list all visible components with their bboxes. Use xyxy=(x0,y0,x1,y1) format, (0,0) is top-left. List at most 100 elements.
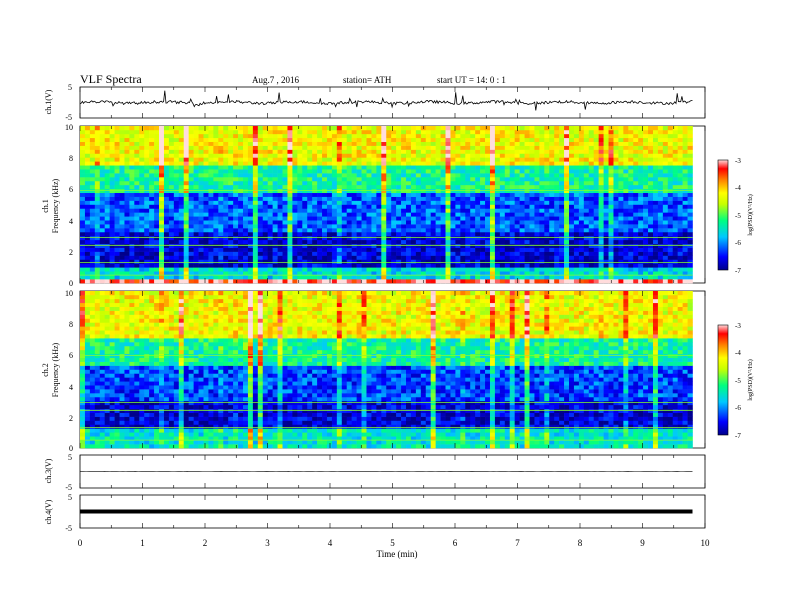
spectrogram-cell xyxy=(396,208,402,213)
spectrogram-cell xyxy=(292,239,298,245)
spectrogram-cell xyxy=(178,196,185,201)
spectrogram-cell xyxy=(504,279,511,284)
spectrogram-cell xyxy=(519,141,525,146)
spectrogram-cell xyxy=(346,200,352,205)
spectrogram-cell xyxy=(99,259,105,264)
spectrogram-cell xyxy=(198,279,204,284)
spectrogram-cell xyxy=(618,133,624,139)
spectrogram-cell xyxy=(554,200,560,205)
spectrogram-cell xyxy=(381,208,387,213)
spectrogram-cell xyxy=(341,133,348,139)
spectrogram-cell xyxy=(193,204,199,209)
spectrogram-cell xyxy=(583,145,590,150)
spectrogram-cell xyxy=(84,169,91,174)
spectrogram-cell xyxy=(524,263,530,268)
spectrogram-cell xyxy=(593,133,599,139)
spectrogram-cell xyxy=(440,157,446,162)
spectrogram-cell xyxy=(465,157,471,162)
spectrogram-cell xyxy=(272,192,278,197)
spectrogram-cell xyxy=(524,247,530,252)
spectrogram-cell xyxy=(475,224,481,229)
spectrogram-cell xyxy=(415,239,422,245)
spectrogram-cell xyxy=(509,153,515,158)
spectrogram-cell xyxy=(99,169,105,174)
spectrogram-cell xyxy=(415,235,422,241)
spectrogram-cell xyxy=(578,235,585,241)
spectrogram-cell xyxy=(682,224,688,229)
spectrogram-cell xyxy=(173,275,180,280)
spectrogram-cell xyxy=(104,216,110,221)
spectrogram-cell xyxy=(326,196,333,201)
spectrogram-cell xyxy=(277,228,283,233)
spectrogram-cell xyxy=(183,192,189,197)
spectrogram-cell xyxy=(228,208,234,213)
spectrogram-cell xyxy=(302,196,308,201)
spectrogram-cell xyxy=(672,251,678,256)
spectrogram-cell xyxy=(282,180,288,186)
spectrogram-cell xyxy=(445,247,451,252)
spectrogram-cell xyxy=(183,200,189,205)
spectrogram-cell xyxy=(376,247,382,252)
spectrogram-cell xyxy=(598,145,604,150)
spectrogram-cell xyxy=(534,255,540,260)
spectrogram-cell xyxy=(233,137,239,142)
spectrogram-cell xyxy=(544,204,550,209)
spectrogram-cell xyxy=(628,153,634,158)
spectrogram-cell xyxy=(233,173,239,178)
ch1-cbtick-m3: -3 xyxy=(735,157,741,165)
spectrogram-cell xyxy=(657,200,664,205)
spectrogram-cell xyxy=(89,243,96,248)
spectrogram-cell xyxy=(376,275,382,280)
spectrogram-cell xyxy=(465,184,471,190)
spectrogram-cell xyxy=(504,177,511,182)
spectrogram-cell xyxy=(257,192,264,197)
spectrogram-cell xyxy=(381,251,387,256)
spectrogram-cell xyxy=(139,153,145,158)
spectrogram-cell xyxy=(84,251,91,256)
spectrogram-cell xyxy=(445,271,451,276)
spectrogram-cell xyxy=(425,208,432,213)
spectrogram-cell xyxy=(366,247,372,252)
spectrogram-cell xyxy=(430,220,436,225)
spectrogram-cell xyxy=(149,149,155,154)
spectrogram-cell xyxy=(391,180,397,186)
spectrogram-cell xyxy=(499,129,506,135)
spectrogram-cell xyxy=(99,153,105,158)
spectrogram-cell xyxy=(243,133,249,139)
spectrogram-cell xyxy=(149,267,155,272)
spectrogram-cell xyxy=(499,141,506,146)
spectrogram-cell xyxy=(475,137,481,142)
spectrogram-cell xyxy=(134,228,140,233)
spectrogram-cell xyxy=(109,251,115,256)
spectrogram-cell xyxy=(247,169,254,174)
spectrogram-cell xyxy=(509,126,515,131)
spectrogram-cell xyxy=(455,157,461,162)
spectrogram-cell xyxy=(331,177,338,182)
spectrogram-cell xyxy=(272,129,278,135)
spectrogram-cell xyxy=(470,208,476,213)
spectrogram-cell xyxy=(677,231,683,237)
spectrogram-cell xyxy=(154,231,160,237)
spectrogram-cell xyxy=(420,247,427,252)
spectrogram-cell xyxy=(450,212,456,217)
spectrogram-cell xyxy=(317,157,323,162)
spectrogram-cell xyxy=(588,263,595,268)
spectrogram-cell xyxy=(99,192,105,197)
spectrogram-cell xyxy=(618,180,624,186)
spectrogram-cell xyxy=(272,216,278,221)
spectrogram-cell xyxy=(331,263,338,268)
spectrogram-cell xyxy=(588,235,595,241)
spectrogram-cell xyxy=(440,177,446,182)
spectrogram-cell xyxy=(677,188,683,194)
spectrogram-cell xyxy=(287,161,293,166)
spectrogram-cell xyxy=(470,259,476,264)
spectrogram-cell xyxy=(341,157,348,162)
spectrogram-cell xyxy=(84,263,91,268)
spectrogram-cell xyxy=(322,279,328,284)
spectrogram-cell xyxy=(677,208,683,213)
spectrogram-cell xyxy=(549,247,555,252)
spectrogram-cell xyxy=(193,220,199,225)
spectrogram-cell xyxy=(277,263,283,268)
spectrogram-cell xyxy=(317,161,323,166)
spectrogram-cell xyxy=(430,180,436,186)
